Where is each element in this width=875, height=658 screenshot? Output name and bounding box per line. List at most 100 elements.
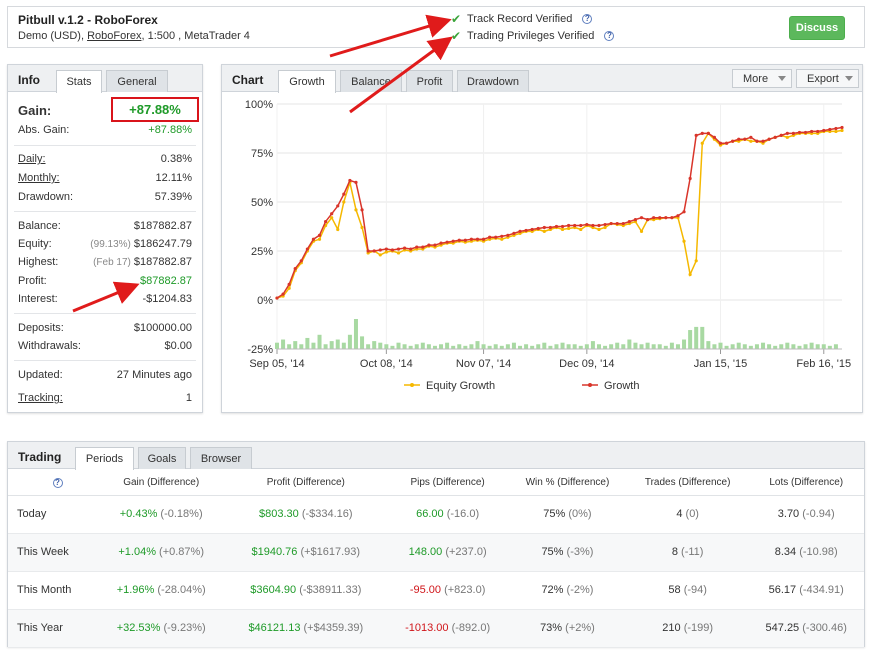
volume-bar — [815, 344, 820, 349]
equity-growth-point — [500, 237, 504, 241]
growth-point — [402, 246, 407, 250]
legend-entry: Growth — [604, 380, 639, 392]
periods-table: ? Gain (Difference) Profit (Difference) … — [8, 470, 864, 648]
volume-bar — [797, 345, 802, 349]
highest-date: (Feb 17) — [93, 257, 131, 268]
updated-row: Updated: 27 Minutes ago — [18, 369, 192, 383]
export-label: Export — [807, 72, 839, 85]
chart-title: Chart — [232, 73, 264, 87]
volume-bar — [633, 342, 638, 349]
legend-marker — [410, 383, 414, 387]
gain-cell: +32.53% (-9.23%) — [98, 609, 225, 648]
growth-point — [567, 223, 571, 228]
gain-cell: +0.43% (-0.18%) — [98, 495, 225, 534]
trading-title: Trading — [18, 450, 62, 464]
equity-growth-point — [354, 208, 358, 212]
check-icon: ✔ — [451, 29, 462, 43]
volume-bar — [275, 342, 279, 349]
growth-point — [603, 222, 607, 227]
volume-bar — [833, 344, 838, 349]
updated-label: Updated: — [18, 369, 63, 381]
broker-link[interactable]: RoboForex — [87, 30, 142, 42]
tab-goals[interactable]: Goals — [138, 447, 186, 469]
tab-growth[interactable]: Growth — [278, 70, 336, 93]
growth-point — [639, 216, 644, 220]
withdrawals-label: Withdrawals: — [18, 340, 81, 352]
volume-bar — [511, 342, 516, 349]
monthly-label[interactable]: Monthly: — [18, 172, 60, 184]
trades-difference: (-94) — [683, 584, 707, 596]
gain-difference: (-9.23%) — [163, 622, 206, 634]
growth-point — [305, 247, 309, 251]
growth-point — [773, 135, 777, 139]
profit-value: $87882.87 — [140, 275, 192, 287]
equity-growth-point — [682, 239, 686, 243]
table-row: Today +0.43% (-0.18%) $803.30 (-$334.16) 66… — [8, 495, 864, 534]
trades-value: 58 — [668, 584, 681, 596]
profit-difference: (-$334.16) — [301, 508, 353, 520]
growth-line — [276, 126, 843, 299]
growth-point — [688, 176, 692, 181]
growth-point — [645, 218, 650, 222]
deposits-row: Deposits: $100000.00 — [18, 322, 192, 336]
volume-bar — [767, 344, 772, 349]
growth-point — [749, 135, 753, 139]
volume-bar — [293, 341, 298, 349]
export-dropdown[interactable]: Export — [796, 69, 859, 88]
lots-value: 547.25 — [765, 622, 800, 634]
equity-growth-point — [287, 286, 291, 290]
balance-label: Balance: — [18, 220, 61, 232]
lots-cell: 56.17 (-434.91) — [748, 571, 864, 610]
withdrawals-value: $0.00 — [164, 340, 192, 352]
equity-growth-point — [834, 129, 838, 134]
equity-growth-point — [579, 227, 583, 232]
tab-drawdown[interactable]: Drawdown — [457, 70, 529, 92]
growth-point — [724, 141, 729, 145]
volume-bar — [420, 342, 425, 349]
tab-periods[interactable]: Periods — [75, 447, 134, 470]
tab-profit[interactable]: Profit — [406, 70, 453, 92]
gain-difference: (-28.04%) — [157, 584, 206, 596]
gain-difference: (-0.18%) — [160, 508, 203, 520]
discuss-button[interactable]: Discuss — [789, 16, 845, 40]
tab-general[interactable]: General — [106, 70, 168, 92]
profit-cell: $1940.76 (+$1617.93) — [224, 533, 388, 572]
table-row: This Week +1.04% (+0.87%) $1940.76 (+$1617… — [8, 533, 864, 572]
win-difference: (+2%) — [565, 622, 595, 634]
tab-balance[interactable]: Balance — [340, 70, 402, 92]
help-icon[interactable]: ? — [52, 477, 63, 488]
more-dropdown[interactable]: More — [732, 69, 792, 88]
tab-browser[interactable]: Browser — [190, 447, 252, 469]
growth-point — [524, 228, 528, 233]
volume-bar — [445, 342, 450, 349]
growth-point — [615, 221, 619, 226]
profit-value: $46121.13 — [248, 622, 301, 634]
growth-point — [342, 192, 346, 196]
volume-bar — [281, 339, 286, 349]
volume-bar — [718, 342, 723, 349]
win-value: 72% — [541, 584, 564, 596]
growth-point — [317, 233, 322, 237]
win-difference: (-2%) — [566, 584, 594, 596]
help-icon[interactable]: ? — [604, 31, 615, 41]
account-subtitle: Demo (USD), RoboForex, 1:500 , MetaTrade… — [18, 30, 250, 42]
volume-bar — [615, 342, 620, 349]
growth-point — [518, 229, 522, 233]
volume-bar — [651, 344, 656, 349]
equity-growth-point — [694, 259, 698, 263]
volume-bar — [530, 345, 535, 349]
highest-label: Highest: — [18, 256, 59, 268]
help-icon[interactable]: ? — [582, 14, 593, 24]
tracking-label[interactable]: Tracking: — [18, 392, 63, 404]
tab-stats[interactable]: Stats — [56, 70, 102, 93]
volume-bar — [803, 344, 808, 349]
daily-label[interactable]: Daily: — [18, 153, 46, 165]
volume-bar — [742, 344, 747, 349]
equity-growth-point — [396, 251, 401, 255]
volume-bar — [554, 344, 559, 349]
abs-gain-value: +87.88% — [148, 124, 192, 136]
profit-cell: $3604.90 (-$38911.33) — [224, 571, 388, 610]
growth-point — [591, 223, 595, 228]
pips-cell: 66.00 (-16.0) — [387, 495, 508, 534]
period-label: This Year — [8, 609, 98, 648]
